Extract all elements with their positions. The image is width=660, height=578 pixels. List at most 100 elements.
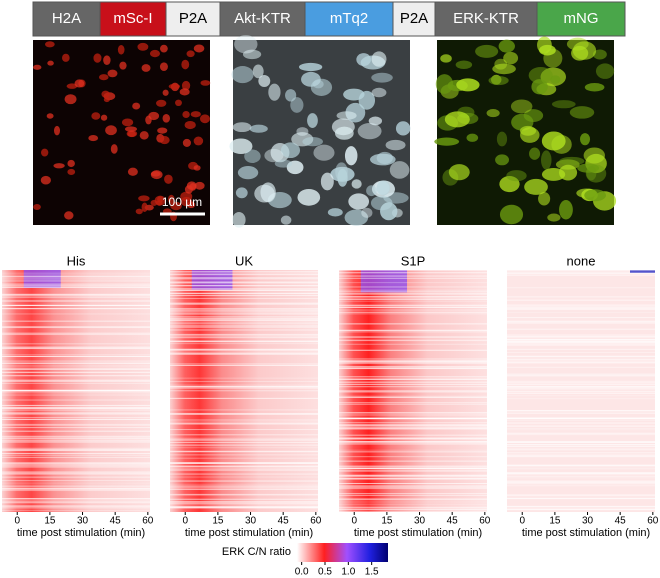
cell: [125, 126, 137, 132]
heatmap-row: [507, 417, 655, 419]
heatmap-row: [339, 460, 487, 462]
heatmap-row: [339, 437, 487, 439]
heatmap-row: [2, 368, 150, 370]
heatmap-row: [2, 343, 150, 345]
cell: [101, 90, 110, 98]
heatmap-row: [507, 341, 655, 343]
heatmap-row: [507, 339, 655, 341]
x-tick-label: 15: [212, 516, 224, 527]
heatmap-row: [2, 380, 150, 382]
cell: [181, 59, 190, 70]
heatmap-row: [170, 349, 318, 351]
heatmap-row: [507, 380, 655, 382]
heatmap-row: [507, 472, 655, 474]
cell: [547, 213, 561, 222]
cell: [150, 171, 161, 177]
cell: [121, 118, 134, 127]
heatmap-row: [339, 493, 487, 495]
x-tick-label: 60: [647, 516, 659, 527]
heatmap-row: [170, 333, 318, 335]
cell: [559, 156, 585, 166]
heatmap-row: [2, 346, 150, 348]
heatmap-row: [2, 490, 150, 492]
x-tick-label: 30: [582, 516, 594, 527]
heatmap-row: [2, 280, 150, 282]
cell: [117, 44, 125, 55]
heatmap-row: [2, 347, 150, 349]
heatmap-row: [170, 462, 318, 464]
heatmap-row: [170, 326, 318, 328]
heatmap-row: [2, 275, 150, 277]
heatmap-row: [339, 422, 487, 424]
heatmap-row: [170, 278, 318, 280]
heatmap-row: [170, 476, 318, 478]
cell: [290, 97, 304, 113]
cell: [164, 174, 173, 184]
heatmap-row: [2, 274, 150, 276]
heatmap-row: [2, 464, 150, 466]
cell: [357, 123, 382, 140]
cell: [376, 180, 390, 196]
heatmap-row: [170, 506, 318, 508]
cell: [344, 209, 369, 226]
heatmap-row: [2, 447, 150, 449]
heatmap-row: [2, 294, 150, 296]
cell: [538, 192, 551, 206]
heatmap-row: [170, 473, 318, 475]
cell: [327, 208, 343, 217]
heatmap-row: [507, 494, 655, 496]
heatmap-row: [2, 482, 150, 484]
heatmap-row: [170, 322, 318, 324]
heatmap-row: [339, 424, 487, 426]
heatmap-row: [507, 444, 655, 446]
cell: [385, 139, 406, 151]
heatmap-row: [339, 417, 487, 419]
heatmap-row: [507, 411, 655, 413]
heatmap-row: [339, 282, 487, 284]
heatmap-row: [170, 447, 318, 449]
heatmap-row: [507, 428, 655, 430]
cell: [150, 199, 158, 206]
heatmap-row: [339, 381, 487, 383]
cell: [67, 159, 75, 168]
heatmap-row: [507, 425, 655, 427]
heatmap-row: [2, 507, 150, 509]
heatmap-row: [2, 437, 150, 439]
heatmap-row: [339, 510, 487, 512]
heatmap-row: [2, 389, 150, 391]
heatmap-row: [170, 511, 318, 513]
heatmap-row: [507, 296, 655, 298]
x-tick-label: 15: [44, 516, 56, 527]
heatmap-row: [2, 356, 150, 358]
x-tick-label: 30: [245, 516, 257, 527]
heatmap-row: [170, 445, 318, 447]
heatmap-row: [507, 307, 655, 309]
heatmap-row: [2, 313, 150, 315]
construct-label: mSc-I: [113, 10, 152, 27]
heatmap-row: [170, 282, 318, 284]
heatmap-row: [507, 473, 655, 475]
construct-segment: [392, 1, 436, 37]
heatmap-row: [507, 390, 655, 392]
heatmap-row: [507, 452, 655, 454]
cell: [506, 170, 527, 182]
cell: [395, 121, 411, 136]
cell: [456, 78, 480, 92]
cell: [67, 168, 76, 176]
heatmap-row: [2, 375, 150, 377]
heatmap-row: [339, 396, 487, 398]
cell: [184, 185, 193, 194]
cell: [119, 61, 127, 70]
heatmap-row: [339, 366, 487, 368]
heatmap-row: [2, 293, 150, 295]
heatmap-row: [2, 413, 150, 415]
heatmap-row: [2, 500, 150, 502]
cell: [64, 94, 77, 105]
heatmap-row: [339, 425, 487, 427]
heatmap-row: [507, 348, 655, 350]
x-tick-label: 0: [351, 516, 357, 527]
heatmap-row: [2, 417, 150, 419]
cell: [186, 50, 195, 58]
heatmap-row: [507, 304, 655, 306]
heatmap-row: [170, 319, 318, 321]
